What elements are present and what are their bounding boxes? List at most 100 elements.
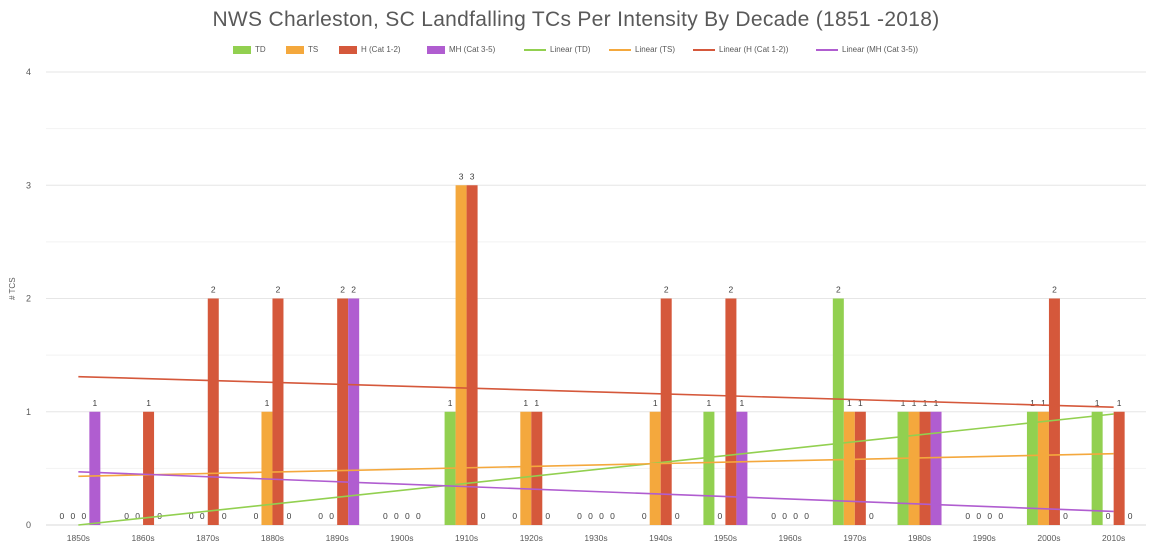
legend-line-linear-td <box>524 48 546 51</box>
data-label: 0 <box>1106 511 1111 521</box>
data-label: 0 <box>793 511 798 521</box>
data-label: 0 <box>287 511 292 521</box>
data-label: 0 <box>81 511 86 521</box>
bar <box>89 411 101 525</box>
chart-title: NWS Charleston, SC Landfalling TCs Per I… <box>212 8 940 31</box>
data-label: 1 <box>847 398 852 408</box>
data-label: 1 <box>923 398 928 408</box>
data-label: 1 <box>653 398 658 408</box>
data-label: 0 <box>1128 511 1133 521</box>
bar <box>1026 411 1038 525</box>
y-tick-label: 3 <box>26 180 31 190</box>
data-label: 1 <box>146 398 151 408</box>
data-label: 0 <box>642 511 647 521</box>
data-label: 1 <box>858 398 863 408</box>
data-label: 0 <box>59 511 64 521</box>
data-label: 0 <box>987 511 992 521</box>
data-label: 0 <box>254 511 259 521</box>
y-tick-label: 2 <box>26 294 31 304</box>
data-label: 2 <box>1052 285 1057 295</box>
data-label: 0 <box>124 511 129 521</box>
bar <box>207 298 219 525</box>
bar <box>703 411 715 525</box>
x-tick-label: 1950s <box>714 533 737 543</box>
data-label: 0 <box>782 511 787 521</box>
bar <box>1037 411 1049 525</box>
x-tick-label: 1900s <box>390 533 413 543</box>
x-tick-label: 1990s <box>973 533 996 543</box>
data-label: 1 <box>740 398 745 408</box>
legend-swatch-mh <box>427 45 445 54</box>
y-tick-label: 4 <box>26 67 31 77</box>
data-label: 0 <box>965 511 970 521</box>
legend-label-h: H (Cat 1-2) <box>361 45 401 54</box>
data-label: 0 <box>804 511 809 521</box>
data-label: 2 <box>664 285 669 295</box>
legend-item-h: H (Cat 1-2) <box>339 44 401 56</box>
data-label: 1 <box>1030 398 1035 408</box>
legend-line-linear-mh <box>816 48 838 51</box>
bar <box>348 298 360 525</box>
legend-label-ts: TS <box>308 45 319 54</box>
data-label: 2 <box>351 285 356 295</box>
trendline <box>78 470 1114 513</box>
x-tick-label: 1860s <box>131 533 154 543</box>
x-tick-label: 1890s <box>326 533 349 543</box>
bar <box>649 411 661 525</box>
data-label: 0 <box>481 511 486 521</box>
data-label: 1 <box>901 398 906 408</box>
data-label: 1 <box>912 398 917 408</box>
data-label: 0 <box>675 511 680 521</box>
data-label: 2 <box>211 285 216 295</box>
data-label: 1 <box>1117 398 1122 408</box>
x-tick-label: 2000s <box>1037 533 1060 543</box>
bar <box>1048 298 1060 525</box>
legend: TD TS H (Cat 1-2) MH (Cat 3-5) Linear (T… <box>0 44 1152 58</box>
data-label: 2 <box>729 285 734 295</box>
bar <box>736 411 748 525</box>
data-label: 3 <box>470 171 475 181</box>
trendline <box>78 413 1114 526</box>
data-label: 0 <box>394 511 399 521</box>
legend-item-linear-h: Linear (H (Cat 1-2)) <box>693 44 788 56</box>
data-label: 0 <box>610 511 615 521</box>
data-label: 2 <box>340 285 345 295</box>
bar <box>455 185 467 525</box>
data-label: 1 <box>1041 398 1046 408</box>
x-tick-label: 1880s <box>261 533 284 543</box>
x-tick-label: 1870s <box>196 533 219 543</box>
data-label: 1 <box>523 398 528 408</box>
legend-item-linear-ts: Linear (TS) <box>609 44 675 56</box>
data-label: 0 <box>588 511 593 521</box>
data-label: 0 <box>200 511 205 521</box>
legend-label-td: TD <box>255 45 266 54</box>
data-label: 0 <box>545 511 550 521</box>
x-tick-label: 2010s <box>1102 533 1125 543</box>
data-label: 0 <box>383 511 388 521</box>
data-label: 0 <box>405 511 410 521</box>
x-tick-label: 1930s <box>584 533 607 543</box>
legend-item-linear-mh: Linear (MH (Cat 3-5)) <box>816 44 918 56</box>
y-tick-label: 0 <box>26 520 31 530</box>
data-label: 0 <box>512 511 517 521</box>
data-label: 1 <box>448 398 453 408</box>
bar <box>930 411 942 525</box>
x-tick-label: 1980s <box>908 533 931 543</box>
data-label: 0 <box>318 511 323 521</box>
data-label: 0 <box>599 511 604 521</box>
legend-line-linear-h <box>693 48 715 51</box>
x-tick-label: 1960s <box>779 533 802 543</box>
legend-label-linear-ts: Linear (TS) <box>635 45 676 54</box>
x-tick-label: 1850s <box>67 533 90 543</box>
bar <box>908 411 920 525</box>
x-tick-label: 1940s <box>649 533 672 543</box>
legend-swatch-td <box>233 45 251 54</box>
data-label: 0 <box>869 511 874 521</box>
data-label: 1 <box>265 398 270 408</box>
data-label: 0 <box>771 511 776 521</box>
data-label: 2 <box>836 285 841 295</box>
data-label: 0 <box>1063 511 1068 521</box>
bar <box>919 411 931 525</box>
data-label: 0 <box>416 511 421 521</box>
bar <box>272 298 284 525</box>
